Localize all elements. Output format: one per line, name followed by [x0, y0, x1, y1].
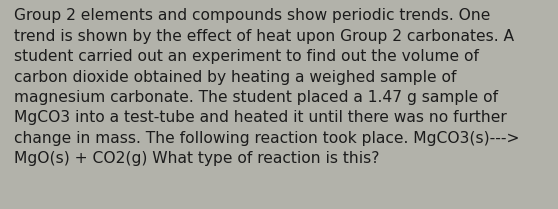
Text: Group 2 elements and compounds show periodic trends. One
trend is shown by the e: Group 2 elements and compounds show peri…: [14, 8, 519, 166]
